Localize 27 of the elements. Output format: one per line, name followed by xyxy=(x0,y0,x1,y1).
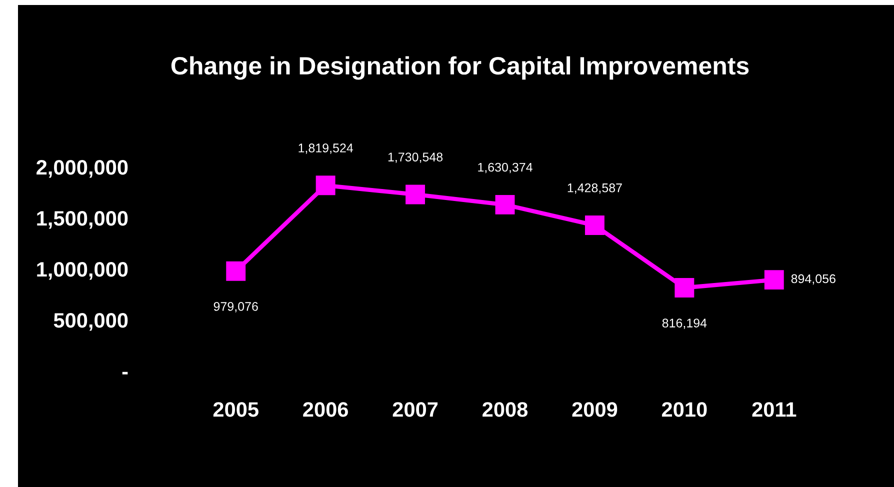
data-label: 816,194 xyxy=(662,318,707,329)
data-label: 1,428,587 xyxy=(568,183,622,194)
x-tick-label: 2011 xyxy=(752,402,796,417)
y-tick-label: 2,000,000 xyxy=(36,160,128,178)
point xyxy=(226,261,246,281)
point xyxy=(764,270,784,290)
data-label: 894,056 xyxy=(791,274,836,285)
y-tick-label: 1,000,000 xyxy=(37,262,128,280)
chart-title: Change in Designation for Capital Improvements xyxy=(171,56,749,80)
x-tick-label: 2007 xyxy=(392,402,438,417)
x-tick-label: 2006 xyxy=(303,402,348,417)
data-label: 979,076 xyxy=(214,302,258,312)
x-tick-label: 2009 xyxy=(572,402,618,417)
point xyxy=(584,216,604,236)
point xyxy=(316,176,336,196)
x-tick-label: 2008 xyxy=(482,402,528,417)
y-tick-label: 500,000 xyxy=(54,313,128,331)
data-label: 1,630,374 xyxy=(478,162,532,174)
y-tick-label: 1,500,000 xyxy=(37,211,128,229)
x-tick-label: 2005 xyxy=(213,402,258,417)
point xyxy=(495,194,515,214)
y-tick-label: - xyxy=(122,372,128,374)
data-label: 1,819,524 xyxy=(298,144,354,154)
point xyxy=(406,184,426,204)
data-label: 1,730,548 xyxy=(388,152,443,163)
point xyxy=(674,278,694,298)
x-tick-label: 2010 xyxy=(662,402,707,417)
